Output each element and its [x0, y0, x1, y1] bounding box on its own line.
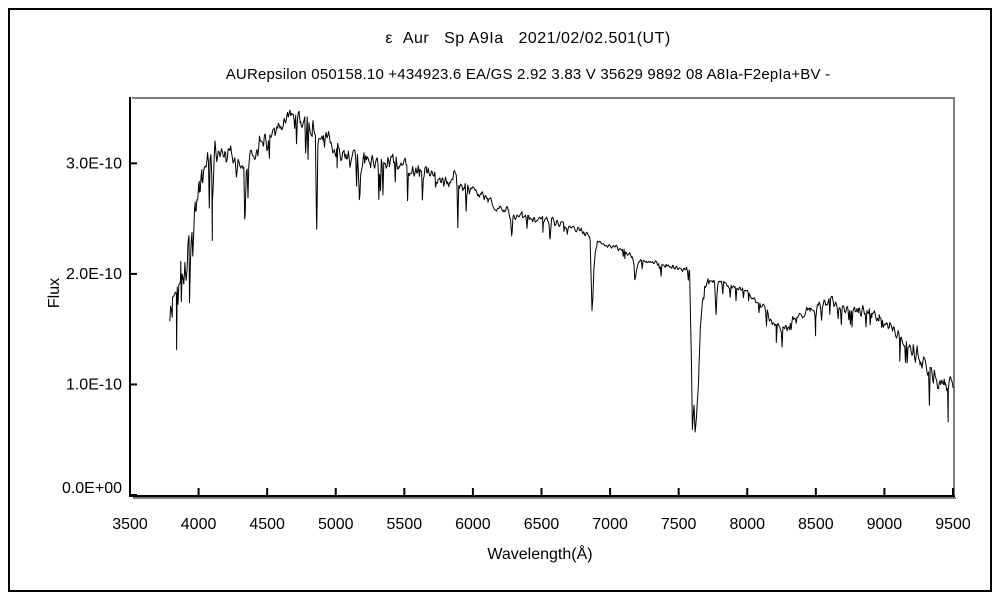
outer-frame — [8, 8, 992, 592]
x-tick-label: 6500 — [524, 516, 560, 533]
y-tick-label: 1.0E-10 — [66, 376, 122, 393]
x-tick-label: 8000 — [729, 516, 765, 533]
x-axis-label: Wavelength(Å) — [487, 546, 593, 563]
x-tick-label: 9000 — [867, 516, 903, 533]
x-tick-label: 4500 — [249, 516, 285, 533]
x-tick-label: 7000 — [592, 516, 628, 533]
x-tick-label: 7500 — [661, 516, 697, 533]
chart-title: ε Aur Sp A9Ia 2021/02/02.501(UT) — [385, 30, 671, 47]
x-tick-label: 9500 — [935, 516, 971, 533]
y-tick-label: 0.0E+00 — [62, 480, 122, 497]
chart-subtitle: AURepsilon 050158.10 +434923.6 EA/GS 2.9… — [225, 66, 831, 83]
y-tick-label: 3.0E-10 — [66, 155, 122, 172]
x-tick-label: 6000 — [455, 516, 491, 533]
x-tick-label: 8500 — [798, 516, 834, 533]
x-tick-label: 3500 — [112, 516, 148, 533]
x-tick-label: 4000 — [181, 516, 217, 533]
y-tick-label: 2.0E-10 — [66, 266, 122, 283]
spectrum-line — [169, 109, 954, 433]
x-tick-label: 5000 — [318, 516, 354, 533]
x-tick-label: 5500 — [387, 516, 423, 533]
